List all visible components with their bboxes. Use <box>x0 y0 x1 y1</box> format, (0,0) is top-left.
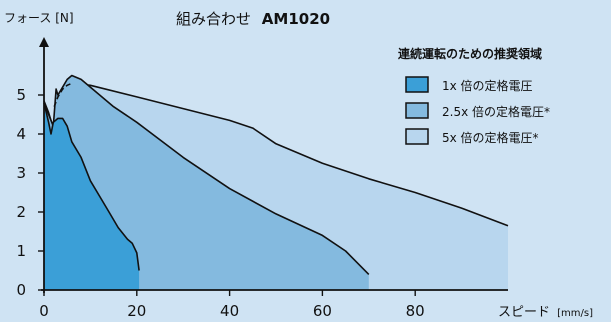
y-tick-label-5: 5 <box>16 86 26 104</box>
y-tick-label-1: 1 <box>16 242 26 260</box>
y-tick-label-4: 4 <box>16 125 26 143</box>
legend-item-5x: 5x 倍の定格電圧* <box>405 128 539 145</box>
y-axis-label: フォース [N] <box>4 11 74 25</box>
x-tick-label-60: 60 <box>313 302 332 320</box>
x-axis-label: スピード [mm/s] <box>498 305 593 320</box>
x-tick-label-40: 40 <box>220 302 239 320</box>
y-tick-label-2: 2 <box>16 203 26 221</box>
series-areas <box>43 74 509 291</box>
x-tick-label-0: 0 <box>39 302 49 320</box>
x-axis-label-main: スピード <box>498 305 550 320</box>
legend-title: 連続運転のための推奨領域 <box>398 46 542 61</box>
x-axis-label-unit: [mm/s] <box>557 308 593 319</box>
legend-label-1x: 1x 倍の定格電圧 <box>442 78 533 93</box>
x-tick-label-80: 80 <box>406 302 425 320</box>
legend-swatch-5x <box>405 128 429 145</box>
legend-label-2-5x: 2.5x 倍の定格電圧* <box>442 104 550 119</box>
y-tick-label-0: 0 <box>16 281 26 299</box>
legend-swatch-1x <box>405 76 429 93</box>
legend-item-2-5x: 2.5x 倍の定格電圧* <box>405 102 550 119</box>
axis-ticks: 0 20 40 60 80 0 1 2 3 4 5 <box>16 86 424 320</box>
chart-title-model: AM1020 <box>262 10 330 28</box>
legend-item-1x: 1x 倍の定格電圧 <box>405 76 533 93</box>
y-tick-label-3: 3 <box>16 164 26 182</box>
series-line-2-5x <box>43 74 370 275</box>
dashed-boundary-line <box>53 82 73 107</box>
x-tick-label-20: 20 <box>127 302 146 320</box>
series-line-1x <box>43 102 140 271</box>
legend: 連続運転のための推奨領域 1x 倍の定格電圧 2.5x 倍の定格電圧* 5x 倍… <box>398 46 550 145</box>
series-area-1x <box>44 102 140 290</box>
chart-title-prefix: 組み合わせ <box>176 10 251 28</box>
chart-title: 組み合わせ AM1020 <box>176 10 330 28</box>
legend-swatch-2-5x <box>405 102 429 119</box>
legend-label-5x: 5x 倍の定格電圧* <box>442 130 539 145</box>
